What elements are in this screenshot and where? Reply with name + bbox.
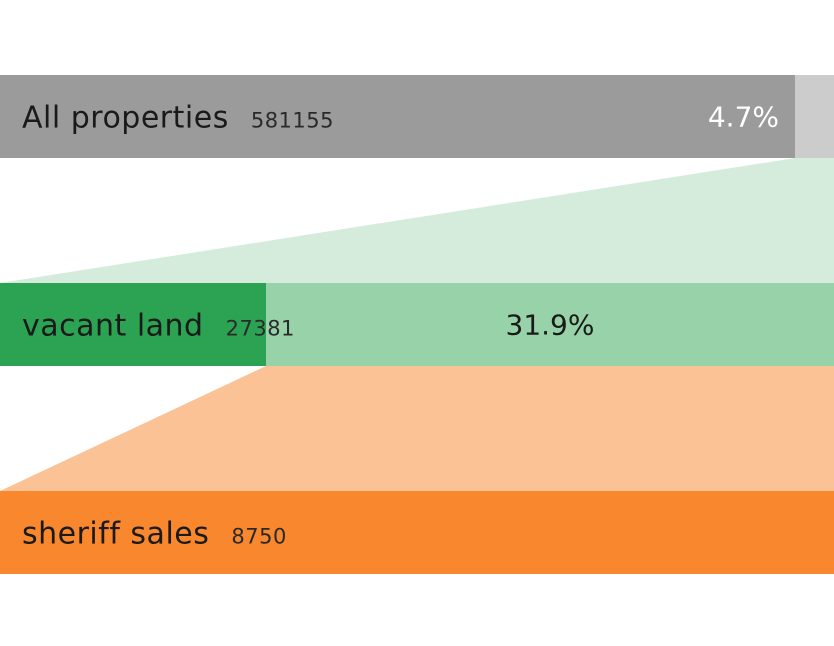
- stage-pass-segment-1: [266, 283, 834, 366]
- stage-name-0: All properties: [22, 101, 229, 136]
- stage-bar-0: [0, 75, 795, 158]
- stage-connector-1: [0, 366, 834, 491]
- stage-label-1: vacant land 27381: [22, 309, 295, 344]
- stage-label-2: sheriff sales 8750: [22, 517, 287, 552]
- stage-count-2: 8750: [231, 525, 286, 549]
- stage-connector-0: [0, 158, 834, 283]
- stage-bar-1: [0, 283, 266, 366]
- stage-count-1: 27381: [226, 317, 295, 341]
- stage-bar-2: [0, 491, 834, 574]
- stage-percent-1: 31.9%: [506, 309, 595, 342]
- stage-count-0: 581155: [251, 109, 334, 133]
- stage-percent-0: 4.7%: [708, 101, 779, 134]
- stage-pass-segment-0: [795, 75, 834, 158]
- stage-name-1: vacant land: [22, 309, 204, 344]
- stage-name-2: sheriff sales: [22, 517, 209, 552]
- stage-label-0: All properties 581155: [22, 101, 334, 136]
